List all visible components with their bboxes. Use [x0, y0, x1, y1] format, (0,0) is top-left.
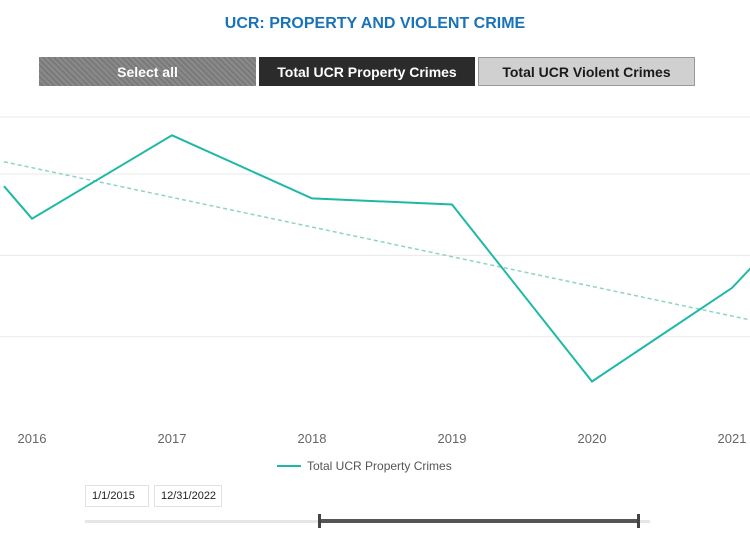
chart-legend[interactable]: Total UCR Property Crimes	[277, 458, 452, 474]
x-tick-label: 2018	[298, 431, 327, 446]
line-chart: 2016 2017 2018 2019 2020 2021	[0, 116, 750, 446]
x-tick-label: 2016	[18, 431, 47, 446]
violent-crimes-button[interactable]: Total UCR Violent Crimes	[478, 57, 695, 86]
date-slider-range	[319, 519, 639, 523]
chart-title: UCR: PROPERTY AND VIOLENT CRIME	[224, 15, 526, 32]
select-all-button[interactable]: Select all	[39, 57, 256, 86]
trend-line	[3, 161, 750, 321]
legend-swatch	[277, 465, 301, 467]
start-date-input[interactable]: 1/1/2015	[85, 485, 149, 507]
x-tick-label: 2017	[158, 431, 187, 446]
date-slider-start-handle[interactable]	[318, 514, 321, 528]
x-tick-label: 2019	[438, 431, 467, 446]
x-tick-label: 2020	[578, 431, 607, 446]
end-date-input[interactable]: 12/31/2022	[154, 485, 222, 507]
date-slider-end-handle[interactable]	[637, 514, 640, 528]
property-crimes-button[interactable]: Total UCR Property Crimes	[259, 57, 475, 86]
legend-label: Total UCR Property Crimes	[307, 459, 452, 473]
x-tick-label: 2021	[718, 431, 747, 446]
series-line-property-crimes	[3, 134, 750, 383]
